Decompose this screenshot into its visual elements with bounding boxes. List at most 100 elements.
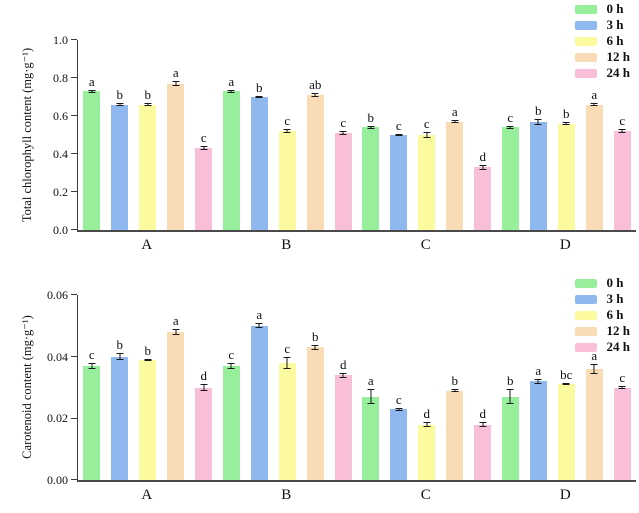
- error-bar: [88, 89, 96, 93]
- error-bar: [562, 122, 570, 125]
- bar-cell: c: [613, 295, 631, 480]
- bar-cell: c: [195, 40, 213, 230]
- bar-6h-B: [278, 131, 296, 230]
- error-bar: [311, 92, 319, 98]
- bar-cell: a: [167, 40, 185, 230]
- bar-3h-A: [111, 104, 129, 230]
- bar-24h-D: [613, 387, 631, 480]
- sig-letter: a: [256, 307, 263, 323]
- bar-0h-A: [83, 91, 101, 230]
- error-bar: [479, 165, 487, 170]
- bar-cell: a: [585, 40, 603, 230]
- error-bar: [255, 323, 263, 329]
- x-tick-label-A: A: [141, 487, 153, 503]
- legend-label: 24 h: [606, 65, 630, 80]
- bar-group-C: b c c a d: [357, 40, 497, 230]
- bar-6h-C: [418, 424, 436, 480]
- bar-24h-C: [474, 424, 492, 480]
- bar-cell: b: [446, 295, 464, 480]
- bar-cell: b: [529, 40, 547, 230]
- x-tick-label-C: C: [420, 237, 431, 253]
- sig-letter: b: [535, 102, 542, 118]
- bar-cell: b: [111, 40, 129, 230]
- bar-3h-C: [390, 409, 408, 480]
- error-bar: [200, 146, 208, 151]
- error-bar: [255, 95, 263, 99]
- bar-cell: c: [278, 295, 296, 480]
- x-axis-labels: A B C D: [77, 237, 635, 254]
- bar-24h-B: [334, 133, 352, 230]
- error-bar: [590, 103, 598, 106]
- y-tick-label: 0.00: [47, 473, 68, 487]
- bar-cell: b: [557, 40, 575, 230]
- error-bar: [395, 407, 403, 411]
- sig-letter: c: [88, 346, 95, 362]
- bar-24h-A: [195, 387, 213, 480]
- bar-cell: c: [390, 295, 408, 480]
- error-bar: [200, 384, 208, 391]
- bar-groups: a b b a c a b c ab c b c c a d c b b a c: [78, 40, 636, 230]
- bar-6h-A: [139, 359, 157, 480]
- sig-letter: d: [479, 406, 487, 422]
- carotenoid-chart: Carotenoid content (mg·g⁻¹) 0.00 0.02 0.04…: [0, 256, 639, 513]
- error-bar: [534, 118, 542, 125]
- sig-letter: ab: [309, 76, 322, 92]
- error-bar: [283, 356, 291, 369]
- sig-letter: b: [367, 109, 375, 125]
- error-bar: [367, 125, 375, 130]
- bar-groups: c b b a d c a c b d a c d b d b a bc a c: [78, 295, 636, 480]
- error-bar: [339, 131, 347, 135]
- bar-cell: b: [139, 40, 157, 230]
- sig-letter: c: [423, 116, 430, 132]
- bar-cell: b: [139, 295, 157, 480]
- error-bar: [116, 103, 124, 107]
- bar-cell: b: [111, 295, 129, 480]
- bar-cell: b: [250, 40, 268, 230]
- error-bar: [590, 364, 598, 374]
- sig-letter: a: [451, 104, 458, 120]
- sig-letter: d: [423, 406, 431, 422]
- legend-swatch: [574, 36, 597, 46]
- sig-letter: c: [507, 109, 514, 125]
- error-bar: [479, 422, 487, 427]
- bar-24h-B: [334, 375, 352, 480]
- legend-item: 24 h: [574, 65, 630, 80]
- sig-letter: c: [340, 115, 347, 131]
- sig-letter: a: [591, 348, 598, 364]
- legend-item: 6 h: [574, 307, 630, 322]
- legend-item: 0 h: [574, 1, 630, 16]
- y-tick: [71, 191, 77, 193]
- sig-letter: a: [367, 373, 374, 389]
- bar-cell: c: [83, 295, 101, 480]
- y-tick-label: 0.8: [53, 71, 68, 85]
- bar-cell: c: [278, 40, 296, 230]
- x-tick-label-B: B: [281, 237, 292, 253]
- bar-cell: c: [222, 295, 240, 480]
- bar-cell: a: [167, 295, 185, 480]
- bar-3h-D: [529, 121, 547, 230]
- bar-12h-D: [585, 369, 603, 480]
- y-tick: [71, 77, 77, 79]
- bar-0h-C: [362, 127, 380, 230]
- bar-cell: bc: [557, 295, 575, 480]
- sig-letter: b: [451, 373, 459, 389]
- bar-0h-B: [222, 365, 240, 480]
- sig-letter: bc: [560, 367, 573, 383]
- bar-cell: d: [195, 295, 213, 480]
- legend-swatch: [574, 4, 597, 14]
- bar-group-C: a c d b d: [357, 295, 497, 480]
- bar-0h-C: [362, 396, 380, 480]
- sig-letter: b: [507, 373, 514, 389]
- y-axis-ticks: 0.00 0.02 0.04 0.06: [47, 288, 636, 487]
- bar-3h-A: [111, 356, 129, 480]
- sig-letter: b: [256, 79, 263, 95]
- error-bar: [534, 378, 542, 384]
- sig-letter: c: [619, 369, 626, 385]
- bar-0h-A: [83, 365, 101, 480]
- y-tick-label: 0.02: [47, 411, 68, 426]
- bar-cell: c: [501, 40, 519, 230]
- bar-24h-A: [195, 148, 213, 230]
- bar-6h-B: [278, 362, 296, 480]
- legend-label: 3 h: [606, 17, 624, 32]
- bar-cell: b: [501, 295, 519, 480]
